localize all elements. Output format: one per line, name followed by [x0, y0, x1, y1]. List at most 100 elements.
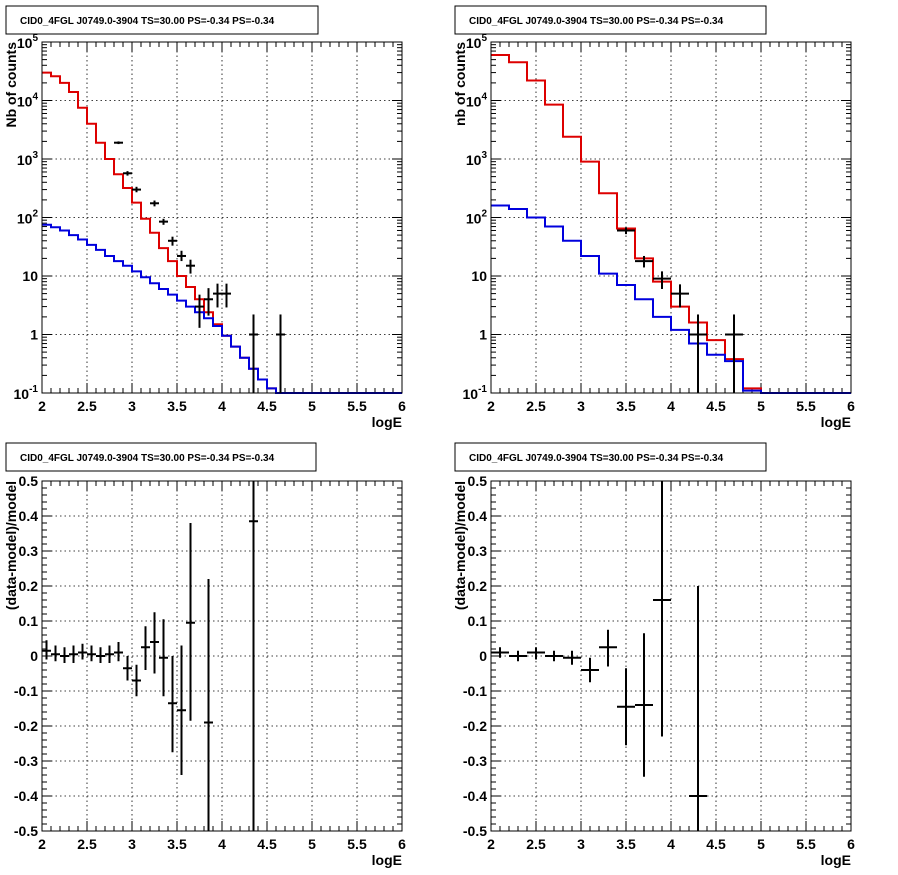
data-point [599, 629, 617, 667]
data-point [159, 619, 168, 697]
y-tick-label: 0 [479, 648, 487, 664]
data-point [177, 250, 186, 262]
data-point [545, 650, 563, 662]
x-tick-label: 2 [38, 398, 46, 414]
chart-title: CID0_4FGL J0749.0-3904 TS=30.00 PS=-0.34… [20, 16, 275, 27]
y-tick-exponent: 3 [481, 150, 487, 161]
x-axis-label: logE [821, 414, 851, 430]
y-tick-base: 10 [466, 152, 482, 168]
data-point [42, 640, 51, 660]
data-point [141, 626, 150, 670]
data-point [105, 645, 114, 663]
x-tick-label: 4.5 [257, 398, 277, 414]
data-point [671, 284, 689, 308]
x-tick-label: 2.5 [77, 398, 97, 414]
y-tick-exponent: 2 [32, 209, 38, 220]
y-tick-base: 10 [17, 94, 33, 110]
x-tick-label: 5.5 [796, 398, 816, 414]
y-tick-label: 105 [466, 33, 488, 51]
y-tick-label: 0 [30, 648, 38, 664]
y-tick-label: -0.2 [463, 718, 487, 734]
x-tick-label: 4 [667, 836, 675, 852]
y-tick-label: -0.1 [14, 683, 38, 699]
x-tick-label: 3 [577, 836, 585, 852]
y-tick-label: 0.4 [19, 508, 39, 524]
y-tick-label: -0.3 [14, 753, 38, 769]
series-0-step-line [491, 53, 851, 394]
x-tick-label: 6 [847, 836, 855, 852]
data-point [177, 645, 186, 775]
title-box [454, 5, 767, 35]
x-tick-label: 5 [308, 836, 316, 852]
y-tick-label: -0.5 [463, 823, 487, 839]
data-point [222, 283, 231, 308]
y-tick-label: 105 [17, 33, 39, 51]
x-tick-label: 5.5 [796, 836, 816, 852]
data-point [186, 523, 195, 721]
y-tick-label: 10-1 [463, 384, 488, 402]
y-tick-label: 102 [466, 209, 488, 227]
y-tick-base: 10 [466, 211, 482, 227]
data-point [204, 288, 213, 316]
y-tick-label: -0.2 [14, 718, 38, 734]
x-tick-label: 4 [218, 836, 226, 852]
y-tick-label: -0.5 [14, 823, 38, 839]
y-tick-label: -0.4 [463, 788, 487, 804]
data-point [213, 283, 222, 308]
data-point [491, 647, 509, 658]
y-tick-label: 103 [17, 150, 39, 168]
x-tick-label: 4.5 [257, 836, 277, 852]
data-point [581, 657, 599, 683]
y-tick-exponent: 3 [32, 150, 38, 161]
x-tick-label: 5 [757, 398, 765, 414]
y-tick-label: 10 [22, 268, 38, 284]
data-point [617, 227, 635, 235]
y-tick-base: 10 [17, 152, 33, 168]
data-point [159, 218, 168, 225]
data-point [635, 633, 653, 777]
y-tick-label: 0.5 [19, 473, 39, 489]
y-tick-base: 10 [14, 386, 30, 402]
y-tick-base: 10 [463, 386, 479, 402]
data-point [186, 259, 195, 274]
data-point [195, 294, 204, 328]
chart-title: CID0_4FGL J0749.0-3904 TS=30.00 PS=-0.34… [469, 453, 724, 464]
data-point [653, 271, 671, 289]
y-tick-base: 10 [466, 94, 482, 110]
y-tick-base: 10 [466, 35, 482, 51]
x-tick-label: 5.5 [347, 836, 367, 852]
title-box [5, 5, 319, 35]
data-point [123, 171, 132, 176]
x-tick-label: 4 [218, 398, 226, 414]
x-tick-label: 3 [128, 398, 136, 414]
y-tick-base: 10 [17, 211, 33, 227]
x-tick-label: 3 [128, 836, 136, 852]
x-axis-label: logE [821, 852, 851, 868]
x-tick-label: 5 [308, 398, 316, 414]
data-point [78, 643, 87, 660]
x-tick-label: 3.5 [167, 836, 187, 852]
data-point [87, 645, 96, 662]
data-point [132, 186, 141, 193]
data-point [653, 481, 671, 737]
y-tick-label: -0.1 [463, 683, 487, 699]
data-point [689, 314, 707, 393]
y-tick-label: 0.3 [19, 543, 39, 559]
data-point [249, 481, 258, 831]
plot-frame [490, 480, 852, 832]
x-tick-label: 6 [398, 836, 406, 852]
x-tick-label: 6 [847, 398, 855, 414]
data-point [168, 656, 177, 753]
data-point [204, 579, 213, 831]
x-tick-label: 2.5 [526, 398, 546, 414]
data-point [132, 664, 141, 697]
data-point [51, 645, 60, 662]
x-tick-label: 2.5 [77, 836, 97, 852]
x-tick-label: 5 [757, 836, 765, 852]
series-1-step-line [491, 204, 851, 394]
y-tick-label: 0.2 [19, 578, 39, 594]
data-point [168, 236, 177, 246]
x-tick-label: 3.5 [616, 836, 636, 852]
panel-tl: CID0_4FGL J0749.0-3904 TS=30.00 PS=-0.34… [3, 5, 406, 430]
data-point [114, 141, 123, 145]
